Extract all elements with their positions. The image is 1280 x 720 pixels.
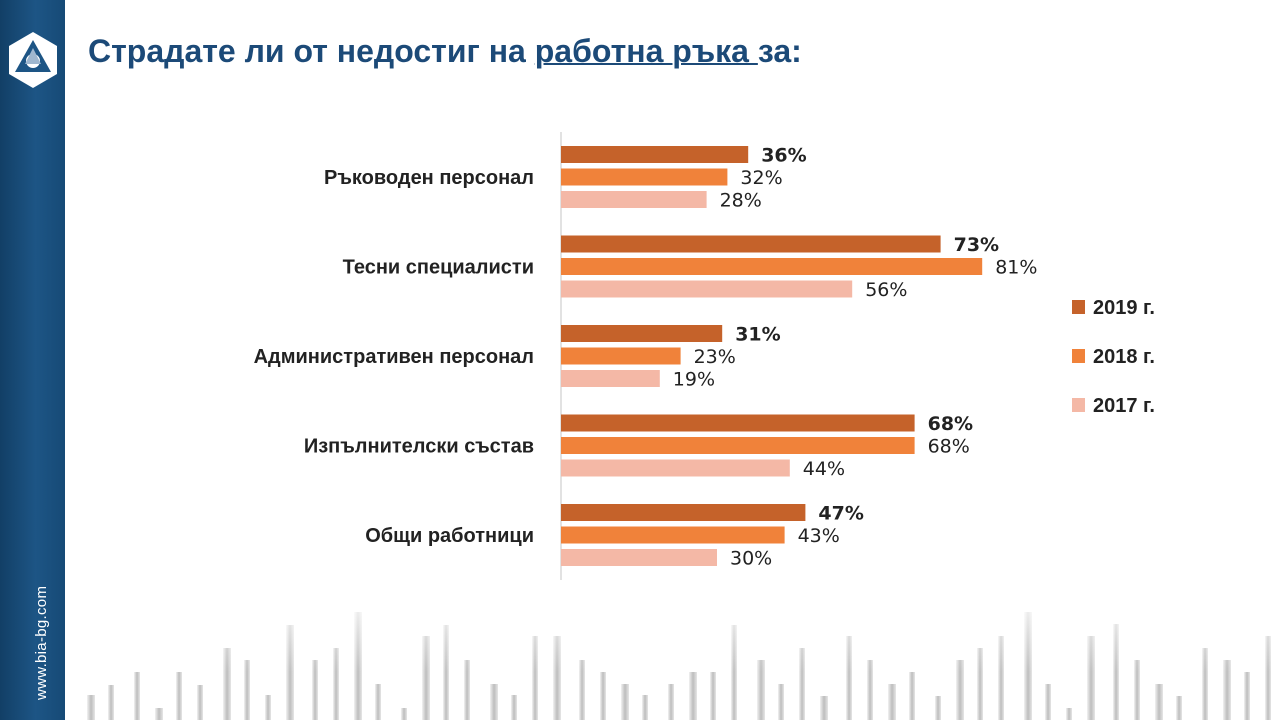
bar-2018 xyxy=(561,168,728,186)
bar-2017 xyxy=(561,191,707,208)
decorative-bars xyxy=(65,600,1280,720)
bar-2018 xyxy=(561,526,785,544)
bar-2019 xyxy=(561,325,723,342)
bar-2019 xyxy=(561,146,749,163)
legend-label: 2017 г. xyxy=(1093,395,1155,417)
data-label: 73% xyxy=(954,234,999,256)
decorative-fade xyxy=(65,600,1280,720)
bar-2018 xyxy=(561,347,681,365)
bar-2018 xyxy=(561,437,915,454)
data-label: 32% xyxy=(740,167,782,189)
data-label: 44% xyxy=(803,458,845,480)
data-label: 47% xyxy=(818,503,863,525)
legend-label: 2018 г. xyxy=(1093,346,1155,368)
title-suffix: за: xyxy=(757,33,802,69)
legend-label: 2019 г. xyxy=(1093,297,1155,319)
category-label: Изпълнителски състав xyxy=(304,436,534,458)
legend-swatch xyxy=(1072,349,1085,363)
bar-2017 xyxy=(561,549,717,566)
category-label: Общи работници xyxy=(365,525,534,547)
page-title: Страдате ли от недостиг на работна ръка … xyxy=(88,33,802,70)
title-underlined: работна ръка xyxy=(534,33,758,69)
data-label: 81% xyxy=(995,257,1037,279)
bar-2019 xyxy=(561,235,941,253)
data-label: 19% xyxy=(673,369,715,391)
data-label: 43% xyxy=(798,525,840,547)
data-label: 23% xyxy=(694,346,736,368)
bar-2017 xyxy=(561,280,853,298)
bia-logo-icon xyxy=(9,32,57,88)
sidebar: www.bia-bg.com xyxy=(0,0,65,720)
category-label: Административен персонал xyxy=(254,346,534,368)
bar-2018 xyxy=(561,258,983,275)
category-label: Тесни специалисти xyxy=(343,257,534,279)
bar-2017 xyxy=(561,459,790,477)
category-label: Ръководен персонал xyxy=(324,167,534,189)
data-label: 30% xyxy=(730,548,772,570)
data-label: 31% xyxy=(735,324,780,346)
data-label: 56% xyxy=(865,279,907,301)
data-label: 36% xyxy=(761,145,806,167)
data-label: 68% xyxy=(928,413,973,435)
bar-2017 xyxy=(561,370,660,387)
data-label: 68% xyxy=(928,436,970,458)
legend-swatch xyxy=(1072,398,1085,412)
title-prefix: Страдате ли от недостиг на xyxy=(88,33,535,69)
bar-2019 xyxy=(561,504,806,521)
legend-swatch xyxy=(1072,300,1085,314)
bar-2019 xyxy=(561,414,915,432)
data-label: 28% xyxy=(720,190,762,212)
